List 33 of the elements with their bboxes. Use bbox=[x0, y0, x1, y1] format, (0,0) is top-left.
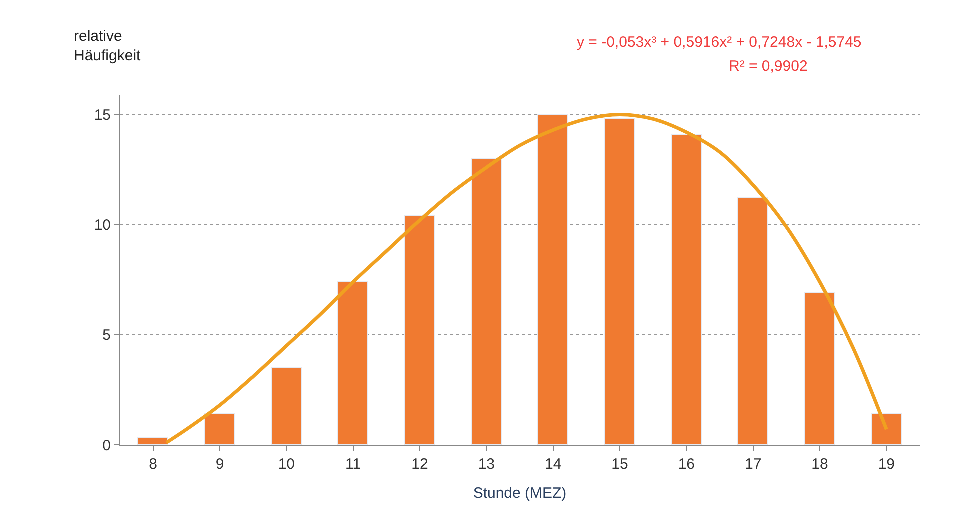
x-tick-label: 17 bbox=[744, 456, 762, 473]
bar bbox=[204, 414, 235, 445]
x-tick-label: 12 bbox=[412, 456, 428, 473]
bar bbox=[538, 114, 568, 445]
x-tick-label: 9 bbox=[216, 456, 224, 473]
text: y = -0,053x³ + 0,5916x² + 0,7248x - 1,5745 bbox=[577, 34, 862, 51]
bar bbox=[738, 198, 768, 445]
bar bbox=[604, 118, 635, 445]
bar bbox=[472, 158, 502, 445]
x-tick-label: 15 bbox=[612, 456, 628, 473]
y-tick-label: 5 bbox=[102, 327, 111, 344]
bar bbox=[872, 414, 902, 445]
y-tick-label: 10 bbox=[94, 217, 111, 234]
x-tick-label: 18 bbox=[812, 456, 828, 473]
x-tick-label: 16 bbox=[678, 456, 696, 473]
bar bbox=[272, 368, 302, 445]
x-tick-label: 19 bbox=[878, 456, 896, 473]
text: R² = 0,9902 bbox=[729, 58, 808, 75]
x-tick-label: 10 bbox=[278, 456, 296, 473]
x-tick-label: 13 bbox=[478, 456, 496, 473]
y-tick-label: 15 bbox=[94, 107, 111, 124]
bar bbox=[338, 282, 368, 445]
bar bbox=[138, 438, 168, 445]
x-tick-label: 11 bbox=[346, 456, 362, 473]
bar bbox=[804, 292, 835, 445]
bar bbox=[672, 134, 702, 445]
x-tick-label: 14 bbox=[544, 456, 562, 473]
x-axis-title: Stunde (MEZ) bbox=[473, 485, 567, 502]
y-axis-title: relative Häufigkeit bbox=[74, 28, 142, 64]
y-tick-label: 0 bbox=[102, 437, 111, 454]
line-series bbox=[164, 113, 888, 445]
x-tick-label: 8 bbox=[149, 456, 158, 473]
bar bbox=[404, 216, 435, 445]
